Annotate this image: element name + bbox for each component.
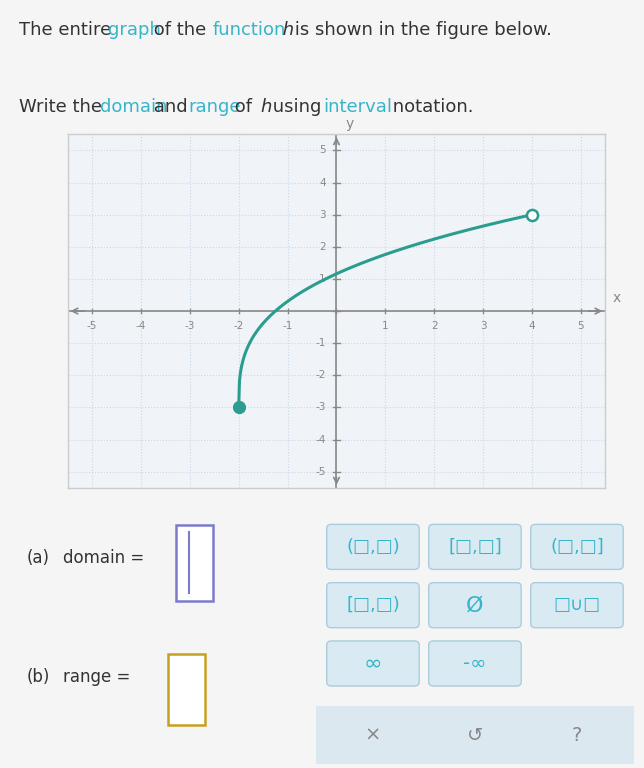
Text: h: h [277,22,294,39]
Text: and: and [148,98,193,116]
Text: y: y [345,117,354,131]
Text: -5: -5 [316,467,326,477]
Text: (a): (a) [26,548,50,567]
FancyBboxPatch shape [531,583,623,627]
Text: Ø: Ø [466,595,484,615]
Text: is shown in the figure below.: is shown in the figure below. [289,22,551,39]
Text: -5: -5 [87,321,97,331]
Text: interval: interval [323,98,392,116]
FancyBboxPatch shape [327,641,419,686]
Text: -4: -4 [316,435,326,445]
Text: (□,□]: (□,□] [550,538,604,556]
Text: range: range [188,98,241,116]
Text: ×: × [365,726,381,744]
Text: -1: -1 [283,321,293,331]
Text: function: function [213,22,286,39]
Text: 4: 4 [319,177,326,187]
Text: h: h [261,98,272,116]
Text: -1: -1 [316,338,326,348]
Text: of the: of the [148,22,212,39]
FancyBboxPatch shape [327,583,419,627]
Text: of: of [229,98,258,116]
Text: ?: ? [572,726,582,744]
FancyBboxPatch shape [429,525,521,569]
Text: -∞: -∞ [463,654,487,673]
Text: [□,□): [□,□) [346,596,400,614]
Text: -4: -4 [136,321,146,331]
FancyBboxPatch shape [327,525,419,569]
Text: x: x [612,291,621,305]
Text: -3: -3 [316,402,326,412]
Text: 2: 2 [431,321,437,331]
Text: graph: graph [108,22,161,39]
FancyBboxPatch shape [429,583,521,627]
Text: using: using [267,98,327,116]
FancyBboxPatch shape [168,654,205,725]
Text: The entire: The entire [19,22,117,39]
Text: [□,□]: [□,□] [448,538,502,556]
Text: 3: 3 [319,210,326,220]
Text: -2: -2 [316,370,326,380]
Text: 4: 4 [529,321,535,331]
Text: 1: 1 [382,321,389,331]
FancyBboxPatch shape [429,641,521,686]
FancyBboxPatch shape [316,706,634,764]
Text: notation.: notation. [387,98,474,116]
Text: domain: domain [100,98,167,116]
Text: -2: -2 [234,321,244,331]
Text: range =: range = [63,667,136,686]
Text: -3: -3 [185,321,195,331]
Text: 5: 5 [319,145,326,155]
Text: 3: 3 [480,321,486,331]
Text: (b): (b) [26,667,50,686]
Text: □∪□: □∪□ [553,596,600,614]
Text: 5: 5 [578,321,584,331]
Text: domain =: domain = [63,548,149,567]
FancyBboxPatch shape [176,525,213,601]
Text: ∞: ∞ [364,654,382,674]
Text: (□,□): (□,□) [346,538,400,556]
Text: 1: 1 [319,274,326,284]
Text: 2: 2 [319,242,326,252]
Text: Write the: Write the [19,98,108,116]
Text: ↺: ↺ [467,726,483,744]
FancyBboxPatch shape [531,525,623,569]
